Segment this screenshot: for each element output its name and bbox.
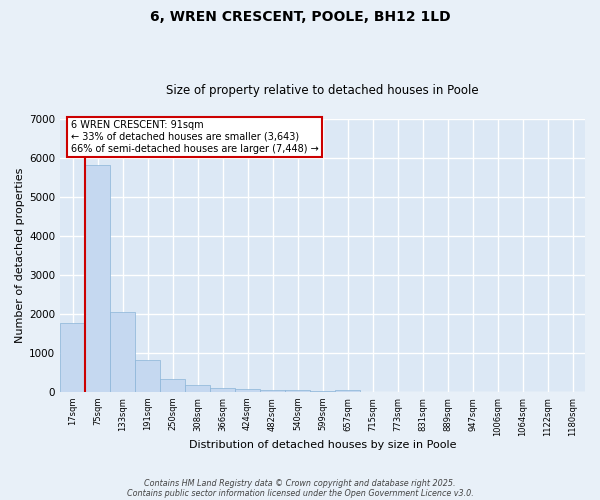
- Bar: [110, 312, 135, 392]
- Bar: [335, 390, 360, 392]
- Bar: [210, 388, 235, 392]
- Bar: [135, 360, 160, 392]
- Bar: [235, 389, 260, 392]
- Title: Size of property relative to detached houses in Poole: Size of property relative to detached ho…: [166, 84, 479, 97]
- Bar: [260, 390, 285, 392]
- Text: Contains public sector information licensed under the Open Government Licence v3: Contains public sector information licen…: [127, 488, 473, 498]
- Bar: [285, 390, 310, 392]
- Text: 6 WREN CRESCENT: 91sqm
← 33% of detached houses are smaller (3,643)
66% of semi-: 6 WREN CRESCENT: 91sqm ← 33% of detached…: [71, 120, 319, 154]
- Bar: [60, 322, 85, 392]
- Text: Contains HM Land Registry data © Crown copyright and database right 2025.: Contains HM Land Registry data © Crown c…: [144, 478, 456, 488]
- Bar: [85, 164, 110, 392]
- Bar: [310, 391, 335, 392]
- Text: 6, WREN CRESCENT, POOLE, BH12 1LD: 6, WREN CRESCENT, POOLE, BH12 1LD: [149, 10, 451, 24]
- X-axis label: Distribution of detached houses by size in Poole: Distribution of detached houses by size …: [189, 440, 457, 450]
- Y-axis label: Number of detached properties: Number of detached properties: [15, 168, 25, 343]
- Bar: [185, 385, 210, 392]
- Bar: [160, 379, 185, 392]
